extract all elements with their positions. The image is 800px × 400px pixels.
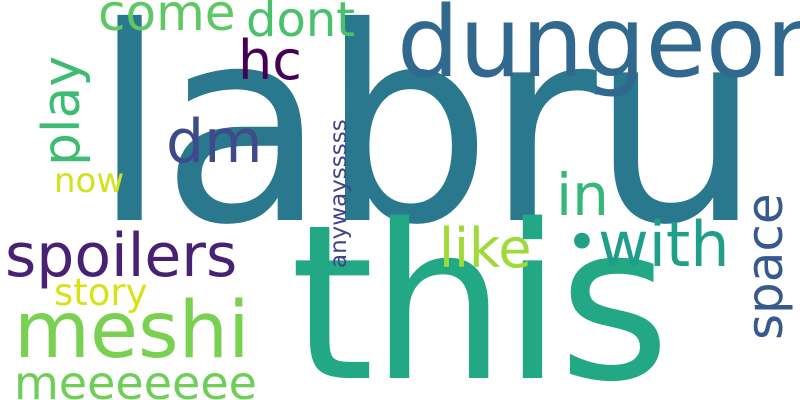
word-meshi: meshi xyxy=(14,286,250,376)
word-dm: dm xyxy=(166,107,263,177)
word-labru: labru xyxy=(92,0,762,284)
word-in: in xyxy=(556,161,609,229)
word-meeeeeee: meeeeeee xyxy=(14,356,257,400)
word-with: with xyxy=(598,208,730,281)
word-bullet: • xyxy=(566,211,598,274)
word-hc: hc xyxy=(238,29,302,92)
word-space: space xyxy=(736,193,794,340)
word-this: this xyxy=(290,178,670,400)
word-now: now xyxy=(54,161,125,201)
word-like: like xyxy=(439,217,532,280)
word-anywaysssss: anywaysssss xyxy=(326,119,352,268)
word-dont: dont xyxy=(246,0,356,48)
word-spoilers: spoilers xyxy=(5,221,238,291)
word-play: play xyxy=(32,55,92,166)
word-story: story xyxy=(54,271,148,314)
word-come: come xyxy=(98,0,236,42)
word-dungeon: dungeon xyxy=(397,0,800,100)
